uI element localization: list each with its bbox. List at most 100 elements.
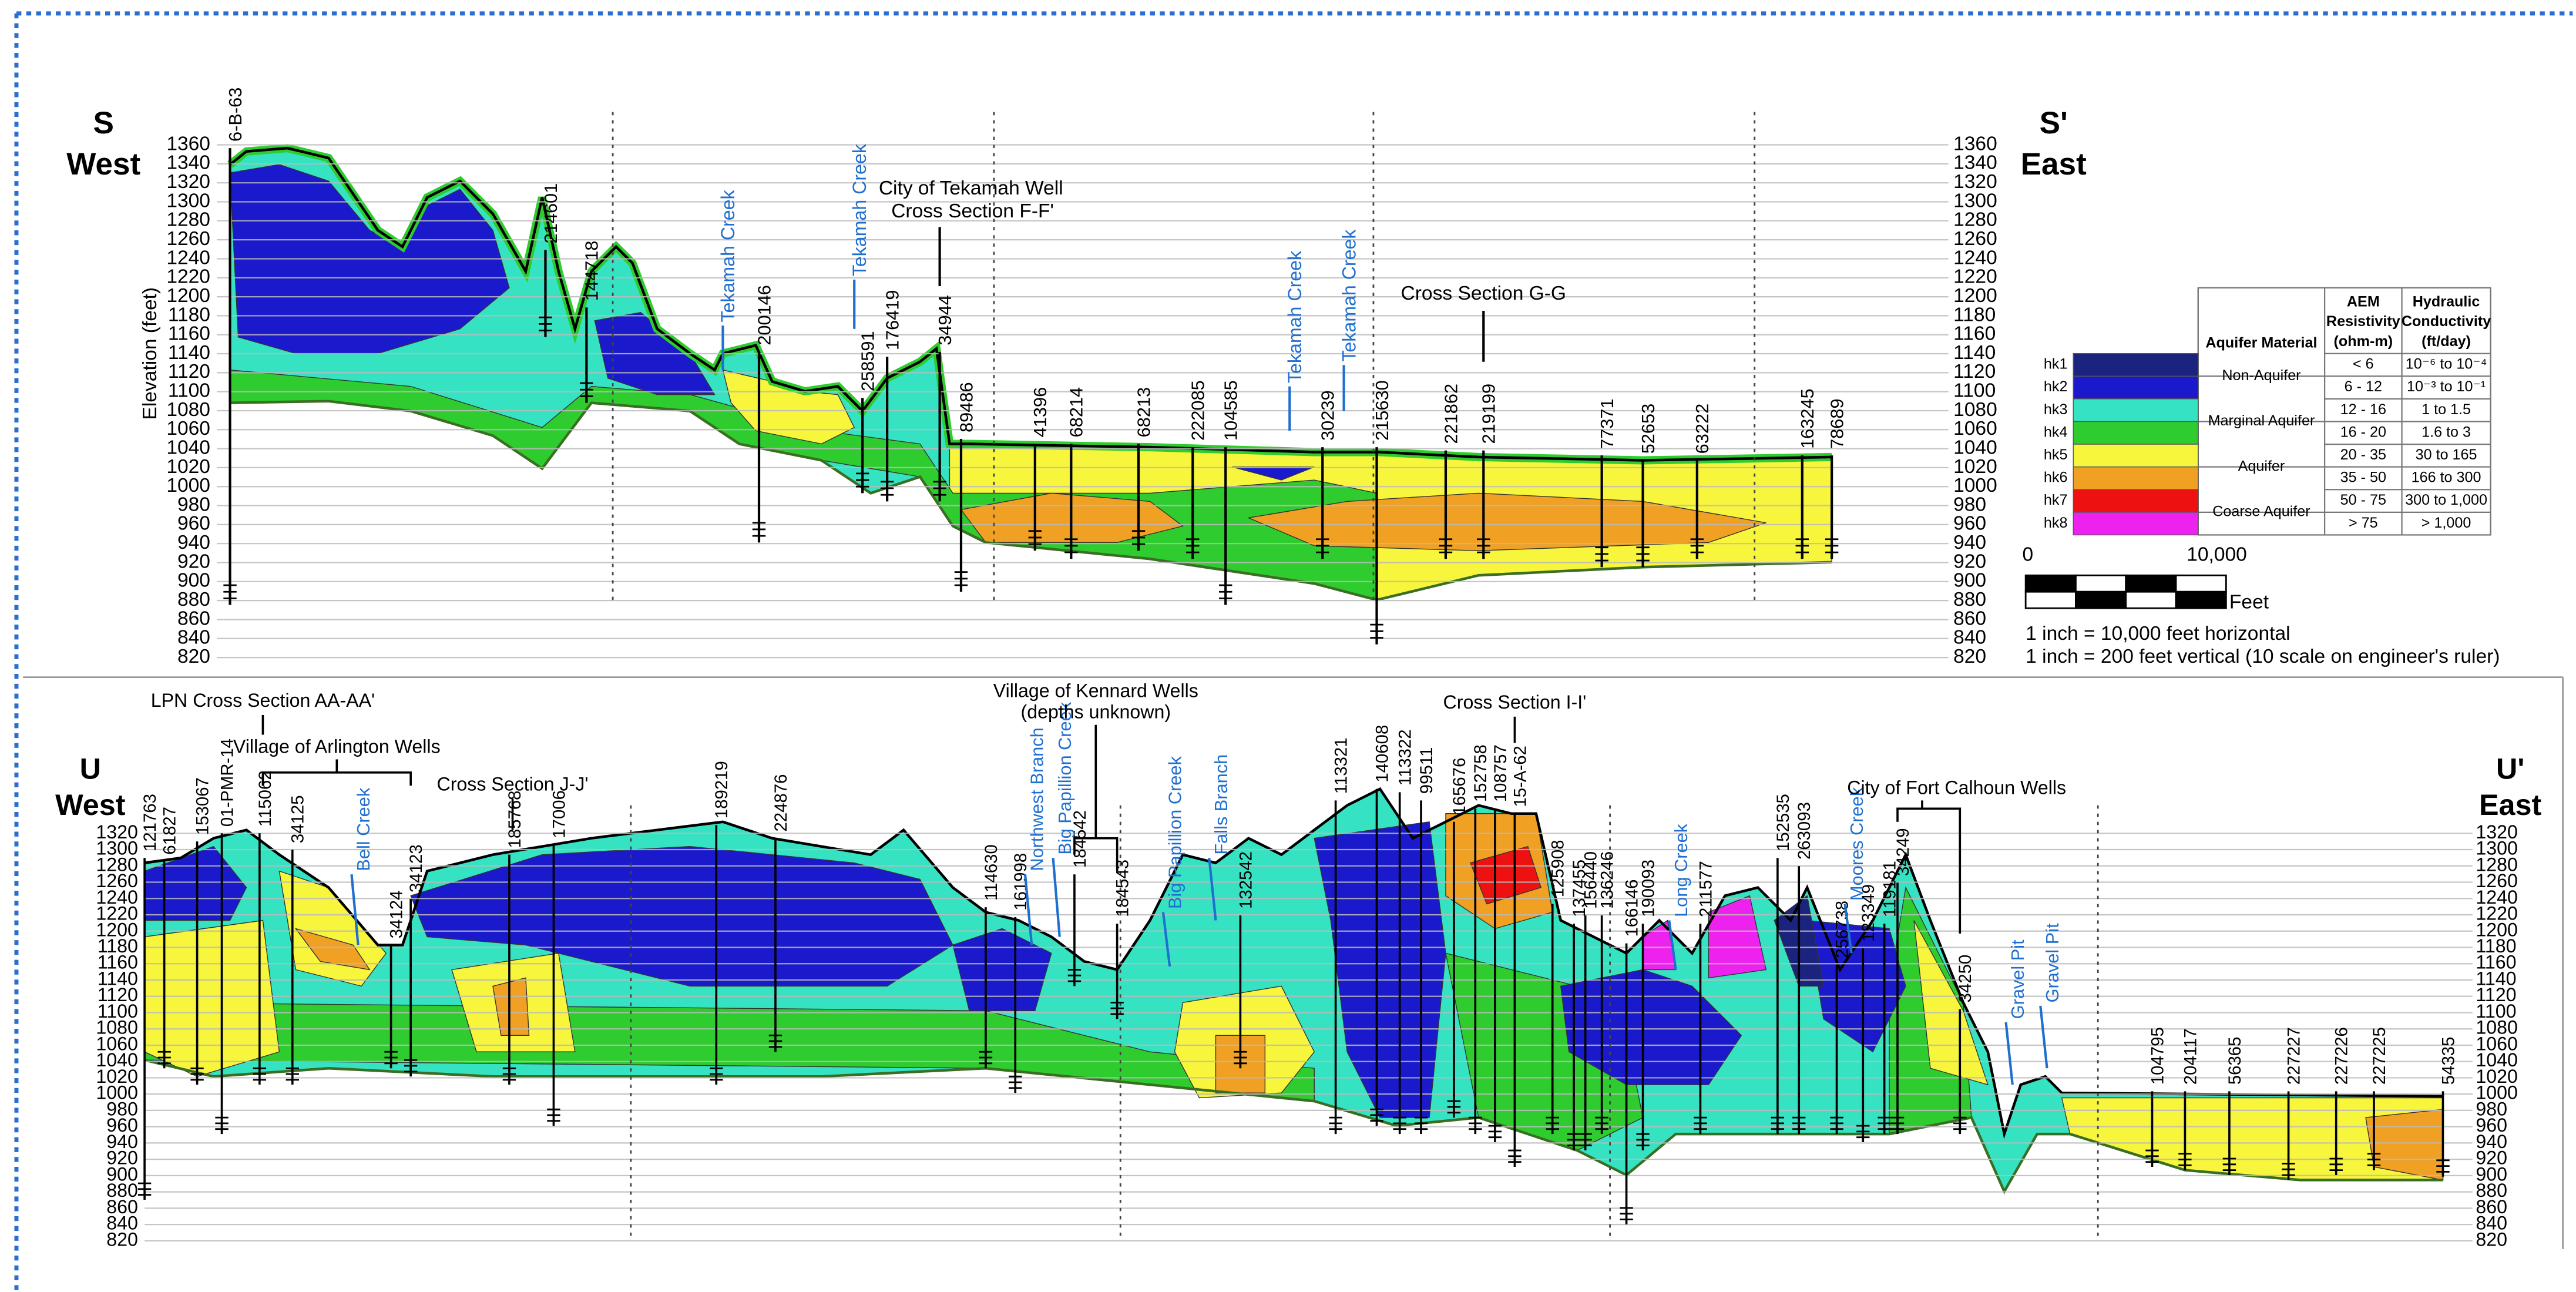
vertical-label: 78689 [1826,398,1847,449]
vertical-label: Gravel Pit [2042,923,2063,1002]
y-tick-label: 1240 [1953,247,1997,269]
legend-code: hk6 [2044,469,2068,486]
label: West [66,147,140,182]
vertical-label: Bell Creek [353,787,374,871]
vertical-label: 119181 [1880,861,1900,917]
label: Cross Section I-I' [1443,692,1587,713]
legend-cell: 35 - 50 [2340,469,2386,486]
vertical-label: 258591 [858,331,878,391]
label: Cross Section F-F' [891,200,1054,222]
vertical-label: 214601 [540,183,561,244]
legend-cell: 10⁻⁶ to 10⁻⁴ [2406,356,2487,373]
vertical-label: 137455 [1570,860,1589,917]
label: S' [2040,106,2068,140]
vertical-label: 34123 [407,844,426,892]
y-tick-label: 1140 [1953,342,1996,364]
legend-cell: 1 to 1.5 [2421,401,2471,418]
y-tick-label: 1320 [166,171,210,193]
vertical-label: 15-A-62 [1510,746,1530,807]
y-tick-label: 940 [177,532,210,553]
vertical-label: 219199 [1479,384,1499,444]
label: West [55,788,126,821]
y-tick-label: 1240 [166,247,210,269]
label: (depths unknown) [1020,702,1171,723]
vertical-label: 41396 [1030,387,1050,438]
y-tick-label: 860 [1953,608,1986,629]
vertical-label: 221862 [1440,384,1461,444]
y-tick-label: 1320 [2476,821,2518,843]
scale-unit: Feet [2229,592,2269,613]
y-tick-label: 1040 [96,1049,138,1070]
vertical-label: Gravel Pit [2007,939,2028,1019]
y-tick-label: 1300 [2476,838,2518,859]
vertical-label: 227226 [2332,1027,2352,1085]
legend-header: Hydraulic [2413,294,2480,310]
legend-header: AEM [2347,294,2380,310]
vertical-label: 99511 [1417,747,1436,794]
vertical-label: 211577 [1696,861,1715,917]
resistive-zone [1806,919,1906,1053]
y-tick-label: 1280 [2476,854,2518,875]
y-tick-label: 1100 [1953,380,1996,402]
label: City of Fort Calhoun Wells [1847,777,2066,798]
legend-cell: 300 to 1,000 [2405,492,2487,508]
vertical-label: Tekamah Creek [849,143,870,276]
legend-swatch [2073,466,2199,490]
vertical-label: 121763 [140,794,160,851]
y-tick-label: 820 [1953,646,1986,667]
y-tick-label: 1040 [1953,437,1997,458]
vertical-label: 108757 [1491,744,1510,802]
scale-note: 1 inch = 200 feet vertical (10 scale on … [2026,646,2500,667]
label: East [2479,788,2542,821]
vertical-label: Tekamah Creek [1338,229,1359,362]
y-tick-label: 1120 [98,984,138,1005]
legend-header: (ohm-m) [2334,333,2393,350]
legend-header: Conductivity [2402,313,2491,330]
y-tick-label: 1020 [1953,456,1997,478]
very-coarse-lens [1469,845,1542,905]
legend-header: Resistivity [2326,313,2400,330]
scale-segment [2125,590,2177,609]
vertical-label: 30239 [1318,390,1338,441]
legend-code: hk4 [2044,424,2068,440]
y-tick-label: 1060 [1953,418,1997,439]
legend-header: (ft/day) [2421,333,2471,350]
label: East [2021,147,2087,182]
scale-note: 1 inch = 10,000 feet horizontal [2026,623,2290,645]
y-tick-label: 1080 [2476,1017,2518,1038]
vertical-label: 184543 [1113,860,1133,917]
y-tick-label: 1160 [98,952,138,973]
creek-marker [1668,920,1677,970]
y-tick-label: 860 [177,608,210,629]
y-tick-label: 1020 [166,456,210,478]
scale-segment [2175,590,2227,609]
y-tick-label: 1300 [166,190,210,212]
y-tick-label: 900 [177,570,210,592]
creek-marker [2039,1005,2048,1069]
vertical-label: 200146 [754,285,774,345]
y-tick-label: 920 [1953,551,1986,572]
y-tick-label: 820 [177,646,210,667]
legend-group: Coarse Aquifer [2212,504,2310,520]
legend-swatch [2073,353,2199,377]
y-tick-label: 940 [2476,1131,2507,1152]
y-tick-label: 1040 [166,437,210,458]
y-tick-label: 1080 [166,399,210,421]
y-tick-label: 1260 [2476,870,2518,891]
y-tick-label: 840 [177,627,210,649]
vertical-label: 132542 [1236,851,1255,909]
vertical-label: 77371 [1597,398,1617,449]
creek-marker [350,874,360,945]
y-tick-label: 1340 [166,152,210,174]
y-tick-label: 1100 [2476,1001,2516,1022]
vertical-label: Big Papillion Creek [1054,702,1075,854]
legend-group: Marginal Aquifer [2208,412,2315,429]
legend-code: hk1 [2044,356,2068,373]
y-tick-label: 1160 [1953,323,1996,345]
vertical-label: 125908 [1549,840,1568,897]
y-tick-label: 900 [1953,570,1986,592]
vertical-label: 34125 [288,795,308,843]
creek-marker [2004,1022,2014,1085]
scale-segment [2024,574,2077,593]
